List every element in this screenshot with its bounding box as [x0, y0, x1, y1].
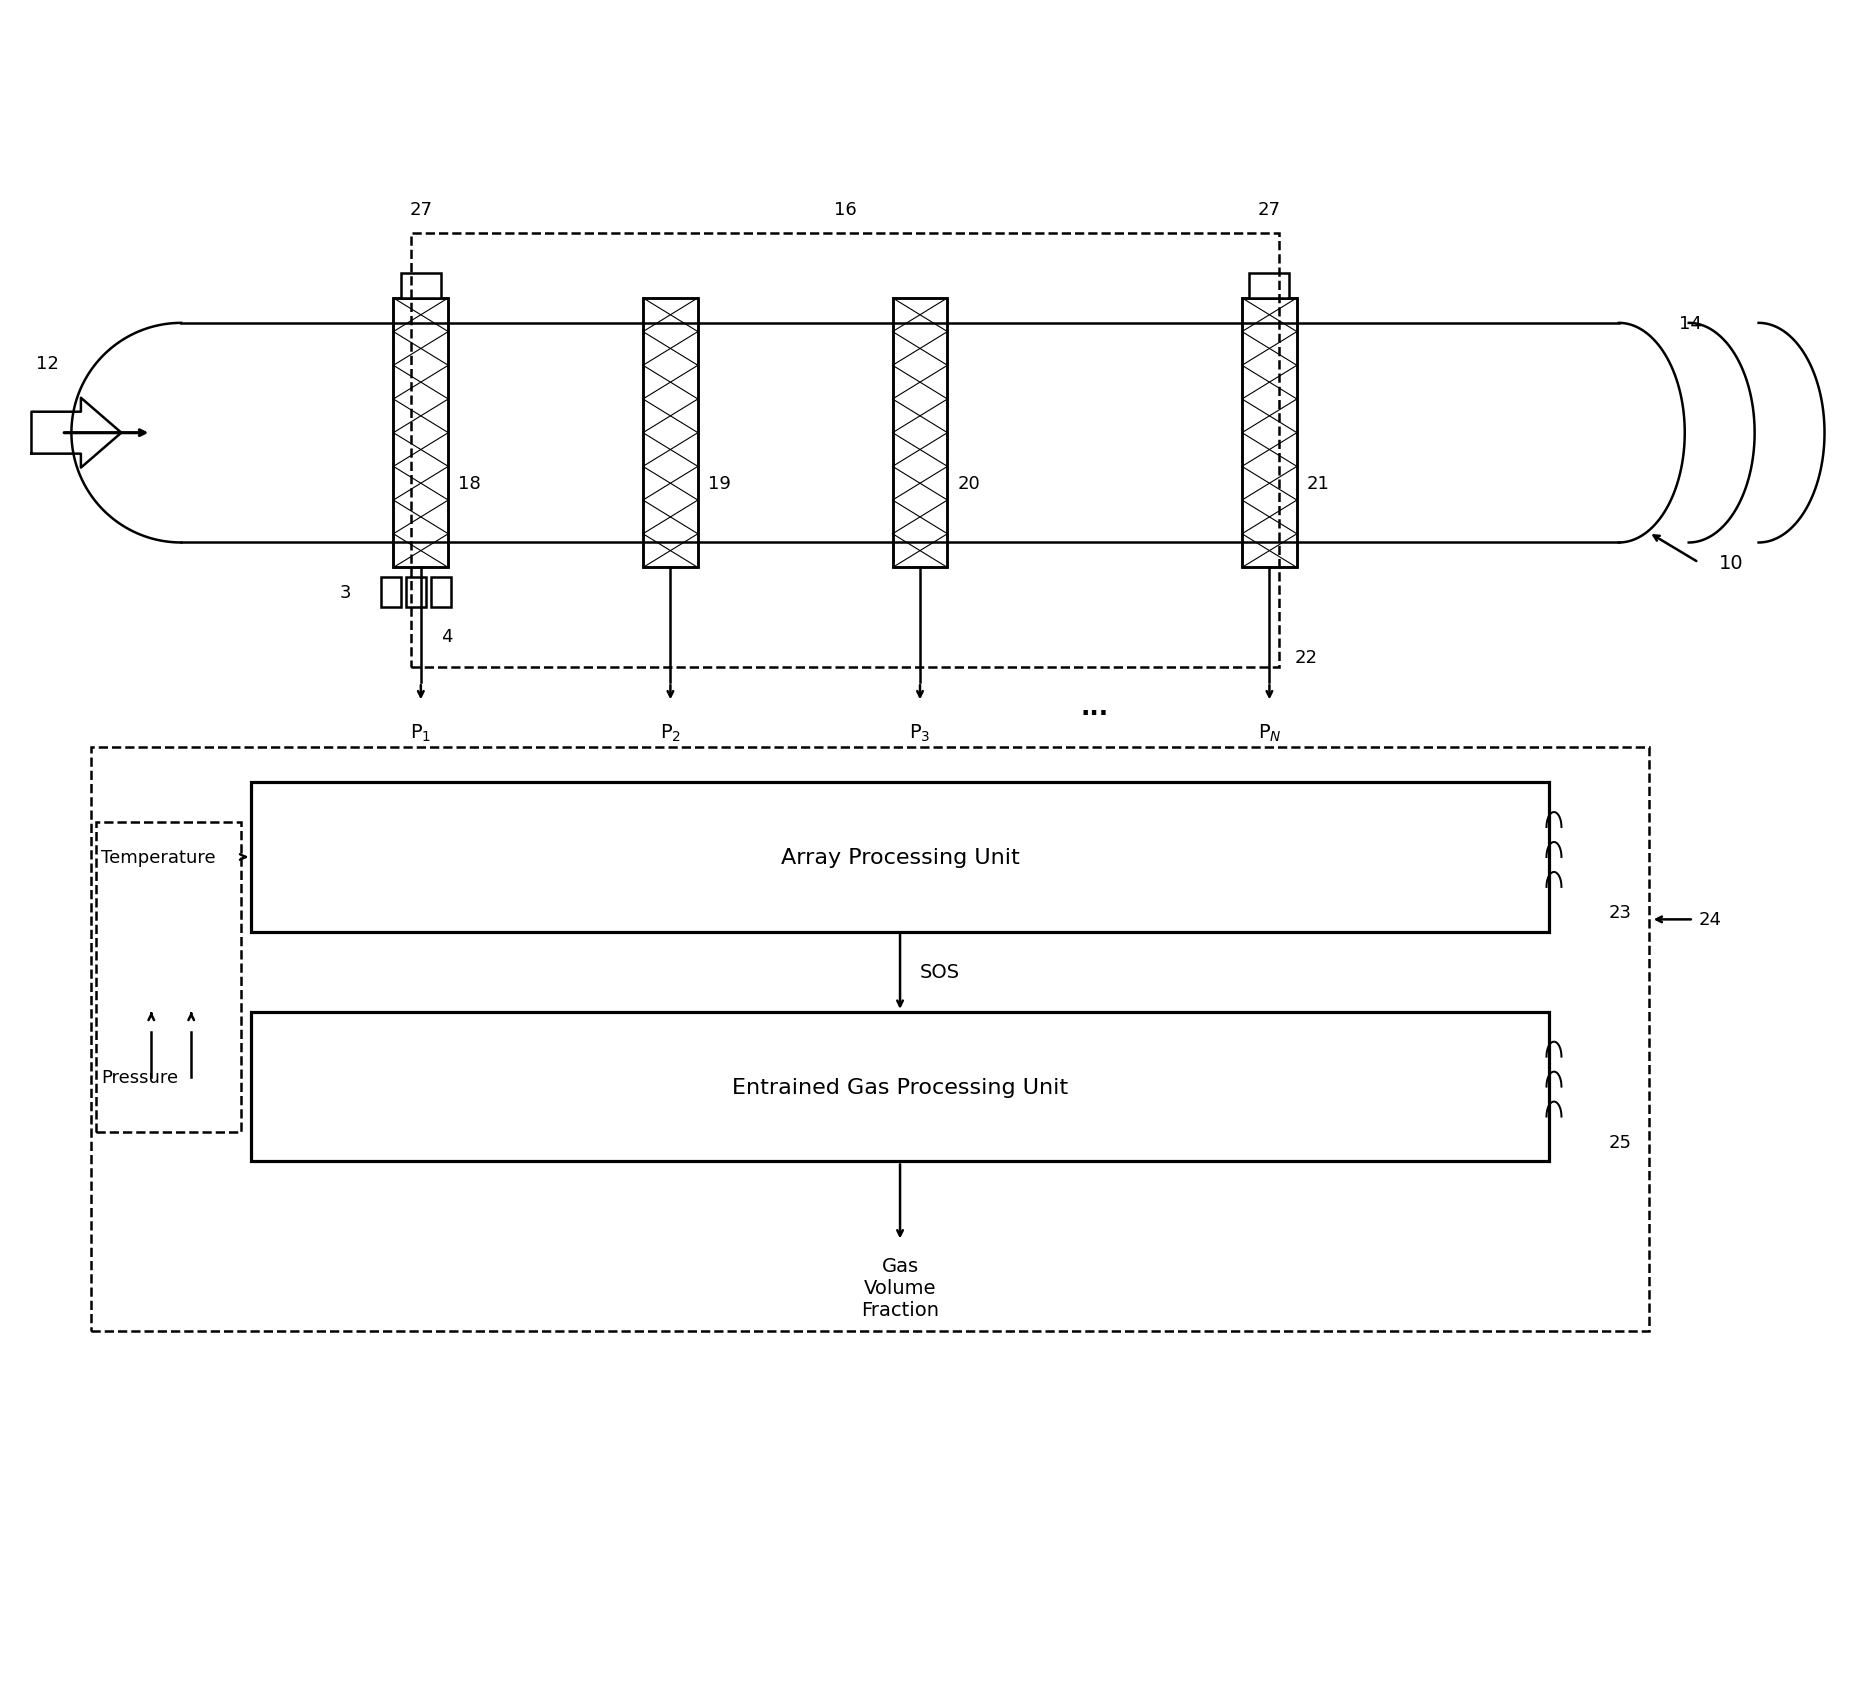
Text: 18: 18	[458, 474, 482, 493]
Bar	[893, 299, 947, 569]
Bar	[252, 782, 1549, 932]
Bar	[252, 1013, 1549, 1162]
Text: P$_3$: P$_3$	[910, 723, 930, 743]
Text: 27: 27	[410, 200, 432, 219]
Bar	[643, 299, 699, 569]
Text: 10: 10	[1720, 553, 1744, 572]
Text: SOS: SOS	[919, 962, 960, 982]
Text: Entrained Gas Processing Unit: Entrained Gas Processing Unit	[732, 1076, 1067, 1097]
Bar	[643, 299, 699, 569]
Text: 25: 25	[1608, 1134, 1632, 1150]
Bar	[382, 579, 400, 607]
Text: Gas
Volume
Fraction: Gas Volume Fraction	[862, 1256, 939, 1319]
Bar	[406, 579, 426, 607]
Text: 22: 22	[1295, 649, 1317, 666]
Text: P$_2$: P$_2$	[660, 723, 682, 743]
Text: 16: 16	[834, 200, 856, 219]
Bar	[893, 299, 947, 569]
Bar	[1242, 299, 1297, 569]
Text: 21: 21	[1306, 474, 1330, 493]
Bar	[1249, 274, 1290, 299]
Text: 3: 3	[339, 584, 350, 602]
Text: 4: 4	[441, 627, 452, 646]
Bar	[96, 822, 241, 1132]
Text: 12: 12	[37, 355, 59, 373]
Text: 24: 24	[1699, 912, 1721, 928]
Text: 19: 19	[708, 474, 730, 493]
Text: 27: 27	[1258, 200, 1280, 219]
Bar	[91, 748, 1649, 1332]
Text: P$_1$: P$_1$	[410, 723, 432, 743]
Text: 20: 20	[958, 474, 980, 493]
Text: Pressure: Pressure	[102, 1068, 178, 1087]
Text: Array Processing Unit: Array Processing Unit	[780, 848, 1019, 868]
Text: ...: ...	[1080, 696, 1108, 720]
Bar	[411, 234, 1279, 668]
Bar	[393, 299, 448, 569]
Bar	[430, 579, 450, 607]
Text: Temperature: Temperature	[102, 848, 217, 866]
Bar	[400, 274, 441, 299]
Bar	[1242, 299, 1297, 569]
Text: P$_N$: P$_N$	[1258, 723, 1280, 743]
Bar	[393, 299, 448, 569]
Text: 14: 14	[1679, 315, 1701, 333]
Text: 23: 23	[1608, 903, 1632, 922]
